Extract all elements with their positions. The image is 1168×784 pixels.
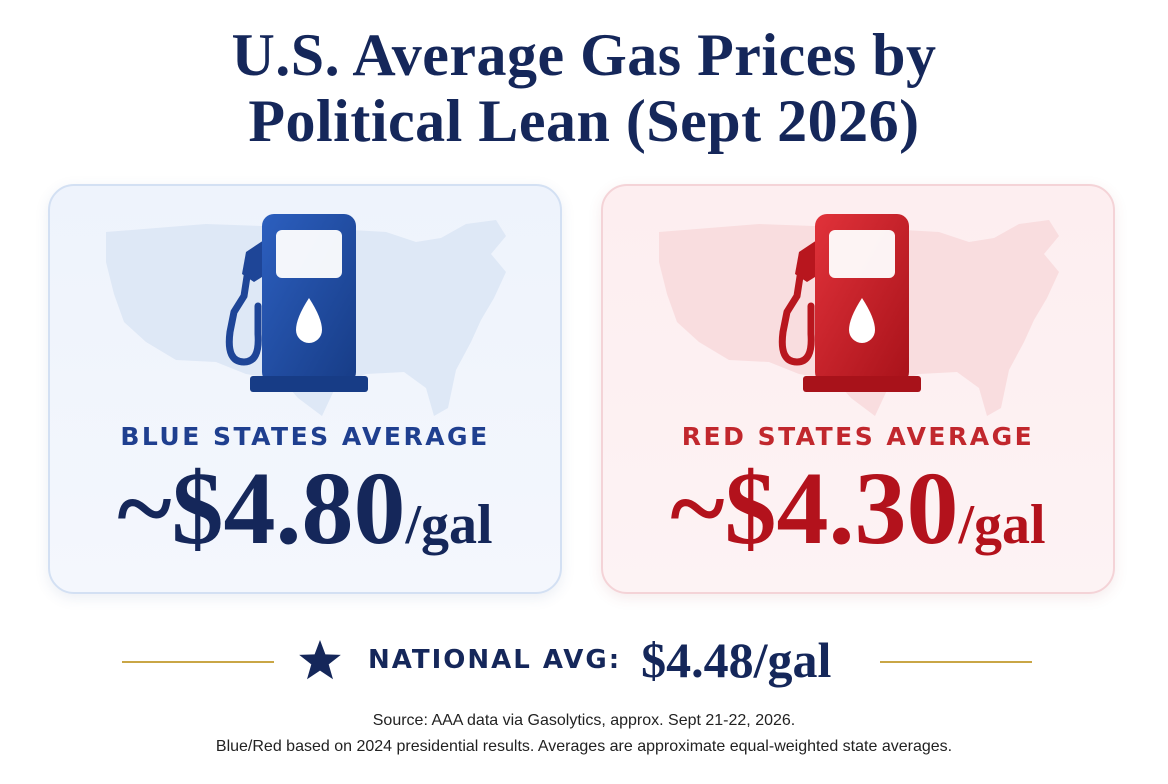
gas-pump-icon	[225, 214, 368, 392]
red-price-unit: /gal	[958, 494, 1046, 556]
source-note: Source: AAA data via Gasolytics, approx.…	[372, 712, 796, 729]
red-states-label: RED STATES AVERAGE	[681, 422, 1035, 451]
national-average: NATIONAL AVG: $4.48/gal	[0, 632, 1168, 688]
divider-left	[122, 661, 274, 663]
national-average-value: $4.48/gal	[641, 632, 832, 688]
gas-pump-icon	[778, 214, 921, 392]
blue-states-price: ~$4.80/gal	[50, 454, 560, 564]
title-line-2: Political Lean (Sept 2026)	[248, 88, 920, 154]
red-states-price: ~$4.30/gal	[603, 454, 1113, 564]
blue-price-value: ~$4.80	[117, 451, 406, 566]
national-average-content: NATIONAL AVG: $4.48/gal	[298, 632, 831, 688]
methodology-note: Blue/Red based on 2024 presidential resu…	[215, 738, 953, 755]
blue-states-label: BLUE STATES AVERAGE	[120, 422, 490, 451]
divider-right	[880, 661, 1032, 663]
red-states-card: RED STATES AVERAGE ~$4.30/gal	[601, 184, 1115, 594]
blue-states-card: BLUE STATES AVERAGE ~$4.80/gal	[48, 184, 562, 594]
red-price-value: ~$4.30	[670, 451, 959, 566]
blue-price-unit: /gal	[405, 494, 493, 556]
national-average-label: NATIONAL AVG:	[368, 645, 622, 675]
star-icon	[299, 640, 341, 680]
page-title: U.S. Average Gas Prices by Political Lea…	[0, 22, 1168, 154]
title-line-1: U.S. Average Gas Prices by	[231, 22, 937, 88]
